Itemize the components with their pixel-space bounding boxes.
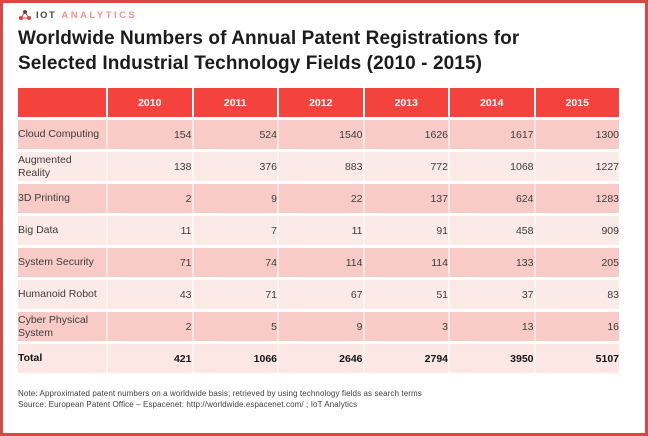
value-cell: 883 — [277, 152, 363, 181]
value-cell: 71 — [191, 280, 277, 309]
value-cell: 1068 — [448, 152, 534, 181]
value-cell: 909 — [533, 216, 619, 245]
title-line-2: Selected Industrial Technology Fields (2… — [18, 53, 483, 74]
value-cell: 11 — [106, 216, 192, 245]
value-cell: 458 — [448, 216, 534, 245]
value-cell: 9 — [191, 184, 277, 213]
row-label: Cyber Physical System — [18, 312, 106, 341]
page-title: Worldwide Numbers of Annual Patent Regis… — [18, 26, 630, 76]
table-header-row: 2010 2011 2012 2013 2014 2015 — [18, 88, 619, 117]
iot-analytics-logo: IOT ANALYTICS — [18, 8, 630, 23]
value-cell: 205 — [533, 248, 619, 277]
value-cell: 16 — [533, 312, 619, 341]
column-header-2010: 2010 — [106, 88, 192, 117]
value-cell: 71 — [106, 248, 192, 277]
value-cell: 421 — [106, 344, 192, 373]
value-cell: 114 — [362, 248, 448, 277]
row-label: Total — [18, 344, 106, 373]
title-line-1: Worldwide Numbers of Annual Patent Regis… — [18, 28, 520, 49]
column-header-2012: 2012 — [277, 88, 363, 117]
value-cell: 772 — [362, 152, 448, 181]
value-cell: 2 — [106, 312, 192, 341]
value-cell: 7 — [191, 216, 277, 245]
table-row: System Security 71 74 114 114 133 205 — [18, 248, 619, 277]
value-cell: 51 — [362, 280, 448, 309]
value-cell: 1283 — [533, 184, 619, 213]
row-label: System Security — [18, 248, 106, 277]
row-label: Big Data — [18, 216, 106, 245]
value-cell: 91 — [362, 216, 448, 245]
value-cell: 13 — [448, 312, 534, 341]
value-cell: 138 — [106, 152, 192, 181]
value-cell: 3950 — [448, 344, 534, 373]
table-row: 3D Printing 2 9 22 137 624 1283 — [18, 184, 619, 213]
value-cell: 11 — [277, 216, 363, 245]
value-cell: 74 — [191, 248, 277, 277]
value-cell: 43 — [106, 280, 192, 309]
value-cell: 9 — [277, 312, 363, 341]
value-cell: 1300 — [533, 120, 619, 149]
value-cell: 1227 — [533, 152, 619, 181]
value-cell: 5107 — [533, 344, 619, 373]
source-text: Source: European Patent Office – Espacen… — [18, 399, 358, 409]
value-cell: 624 — [448, 184, 534, 213]
column-header-2015: 2015 — [533, 88, 619, 117]
table-row: Humanoid Robot 43 71 67 51 37 83 — [18, 280, 619, 309]
value-cell: 114 — [277, 248, 363, 277]
note-text: Note: Approximated patent numbers on a w… — [18, 389, 422, 398]
table-row: Cyber Physical System 2 5 9 3 13 16 — [18, 312, 619, 341]
slide: IOT ANALYTICS Worldwide Numbers of Annua… — [3, 3, 645, 410]
value-cell: 22 — [277, 184, 363, 213]
footnotes: Note: Approximated patent numbers on a w… — [18, 389, 630, 410]
value-cell: 3 — [362, 312, 448, 341]
value-cell: 376 — [191, 152, 277, 181]
row-label: 3D Printing — [18, 184, 106, 213]
row-label: Cloud Computing — [18, 120, 106, 149]
logo-text-primary: IOT — [36, 10, 57, 21]
value-cell: 1626 — [362, 120, 448, 149]
value-cell: 67 — [277, 280, 363, 309]
column-header-2011: 2011 — [191, 88, 277, 117]
value-cell: 37 — [448, 280, 534, 309]
value-cell: 133 — [448, 248, 534, 277]
value-cell: 1617 — [448, 120, 534, 149]
value-cell: 524 — [191, 120, 277, 149]
table-row: Big Data 11 7 11 91 458 909 — [18, 216, 619, 245]
table-row: Cloud Computing 154 524 1540 1626 1617 1300 — [18, 120, 619, 149]
patent-registrations-table: 2010 2011 2012 2013 2014 2015 Cloud Computing… — [18, 85, 619, 376]
table-corner-cell — [18, 88, 106, 117]
value-cell: 2794 — [362, 344, 448, 373]
total-row: Total 421 1066 2646 2794 3950 5107 — [18, 344, 619, 373]
table-row: Augmented Reality 138 376 883 772 1068 1227 — [18, 152, 619, 181]
network-nodes-icon — [19, 10, 31, 20]
value-cell: 2646 — [277, 344, 363, 373]
value-cell: 154 — [106, 120, 192, 149]
value-cell: 83 — [533, 280, 619, 309]
row-label: Humanoid Robot — [18, 280, 106, 309]
column-header-2013: 2013 — [362, 88, 448, 117]
value-cell: 5 — [191, 312, 277, 341]
value-cell: 1540 — [277, 120, 363, 149]
value-cell: 2 — [106, 184, 192, 213]
logo-text-secondary: ANALYTICS — [61, 10, 138, 21]
row-label: Augmented Reality — [18, 152, 106, 181]
column-header-2014: 2014 — [448, 88, 534, 117]
value-cell: 137 — [362, 184, 448, 213]
value-cell: 1066 — [191, 344, 277, 373]
